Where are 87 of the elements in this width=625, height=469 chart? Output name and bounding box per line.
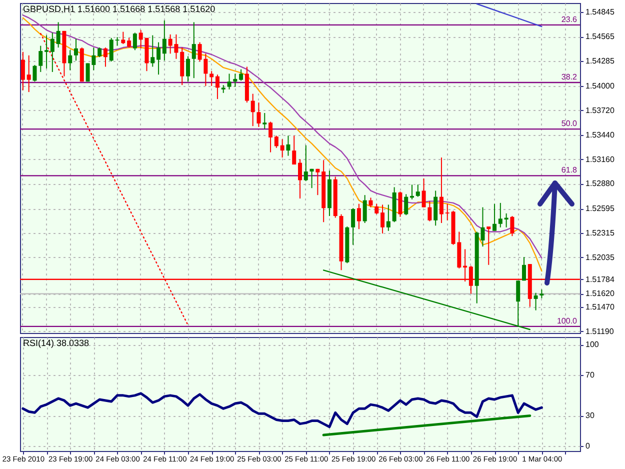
annotation: 61.8 xyxy=(561,166,578,175)
y-tick-label: 1.54000 xyxy=(586,81,615,90)
candlestick xyxy=(262,112,267,130)
candlestick xyxy=(192,22,196,79)
candlestick xyxy=(50,32,54,72)
candlestick xyxy=(20,51,25,91)
candlestick xyxy=(356,203,361,230)
candlestick xyxy=(368,197,373,208)
candlestick xyxy=(380,204,385,234)
candlestick xyxy=(210,70,214,86)
annotation: 38.2 xyxy=(561,72,578,82)
candlestick xyxy=(103,47,108,68)
candlestick xyxy=(374,203,379,215)
y-tick-label: 1.52595 xyxy=(586,204,615,214)
candlestick xyxy=(439,157,444,224)
candlestick xyxy=(486,226,491,266)
y-tick-label: 30 xyxy=(586,411,595,420)
candlestick xyxy=(498,202,502,228)
candlestick xyxy=(239,68,244,82)
candlestick xyxy=(250,93,255,127)
candlestick xyxy=(404,194,408,216)
candlestick xyxy=(510,216,514,237)
candlestick xyxy=(74,38,78,62)
candlestick xyxy=(150,34,155,68)
candlestick xyxy=(32,64,37,82)
candlestick xyxy=(522,256,526,282)
candlestick xyxy=(428,200,432,222)
candlestick xyxy=(44,34,49,69)
y-tick-label: 1.52880 xyxy=(586,179,615,188)
candlestick xyxy=(127,37,132,48)
candlestick xyxy=(274,135,278,148)
chart-title: GBPUSD,H1 1.51600 1.51668 1.51568 1.51620 xyxy=(23,4,216,14)
candlestick xyxy=(115,36,120,46)
candlestick xyxy=(162,20,166,62)
candlestick xyxy=(445,203,450,221)
y-tick-label: 70 xyxy=(586,370,595,380)
candlestick xyxy=(233,73,238,88)
candlestick xyxy=(434,190,438,226)
candlestick xyxy=(516,280,520,327)
candlestick xyxy=(422,178,426,208)
candlestick xyxy=(416,184,420,198)
candlestick xyxy=(98,47,102,58)
candlestick xyxy=(132,32,137,51)
candlestick xyxy=(362,194,367,224)
candlestick xyxy=(310,168,314,189)
chart-title: RSI(14) 38.0338 xyxy=(23,338,90,348)
candlestick xyxy=(38,45,43,72)
candlestick xyxy=(227,73,232,90)
y-tick-label: 1.53440 xyxy=(586,130,615,140)
candlestick xyxy=(186,56,190,82)
y-tick-label: 1.53720 xyxy=(586,106,615,115)
y-tick-label: 1.54845 xyxy=(586,8,615,17)
annotation: 100.0 xyxy=(556,316,578,326)
candlestick xyxy=(304,144,308,182)
candlestick xyxy=(256,102,261,128)
y-tick-label: 100 xyxy=(586,340,600,350)
y-tick-label: 1.51470 xyxy=(586,302,615,312)
candlestick xyxy=(26,54,31,93)
candlestick xyxy=(386,204,390,232)
candlestick xyxy=(68,50,72,71)
candlestick xyxy=(156,42,161,76)
y-tick-label: 1.52035 xyxy=(586,252,615,262)
candlestick xyxy=(109,37,114,62)
y-tick-label: 1.51190 xyxy=(586,326,614,336)
y-tick-label: 1.54285 xyxy=(586,56,615,66)
candlestick xyxy=(534,292,538,311)
candlestick xyxy=(121,31,126,45)
y-tick-label: 1.51620 xyxy=(586,289,615,298)
candlestick xyxy=(280,138,284,158)
candlestick xyxy=(398,191,402,218)
candlestick xyxy=(215,74,220,100)
candlestick xyxy=(56,22,60,48)
line-series xyxy=(22,392,543,428)
y-tick-label: 1.51784 xyxy=(586,274,615,284)
y-tick-label: 0 xyxy=(586,442,590,451)
y-tick-label: 1.53160 xyxy=(586,154,615,164)
y-tick-label: 1.54565 xyxy=(586,32,615,42)
candlestick xyxy=(492,203,497,232)
candlestick xyxy=(286,135,290,156)
candlestick xyxy=(298,158,302,200)
candlestick xyxy=(316,168,320,196)
annotation: 50.0 xyxy=(561,119,578,128)
y-tick-label: 1.52315 xyxy=(586,228,615,238)
annotation: 23.6 xyxy=(561,14,578,24)
candlestick xyxy=(351,208,356,246)
candlestick xyxy=(268,121,273,153)
candlestick xyxy=(292,135,296,166)
